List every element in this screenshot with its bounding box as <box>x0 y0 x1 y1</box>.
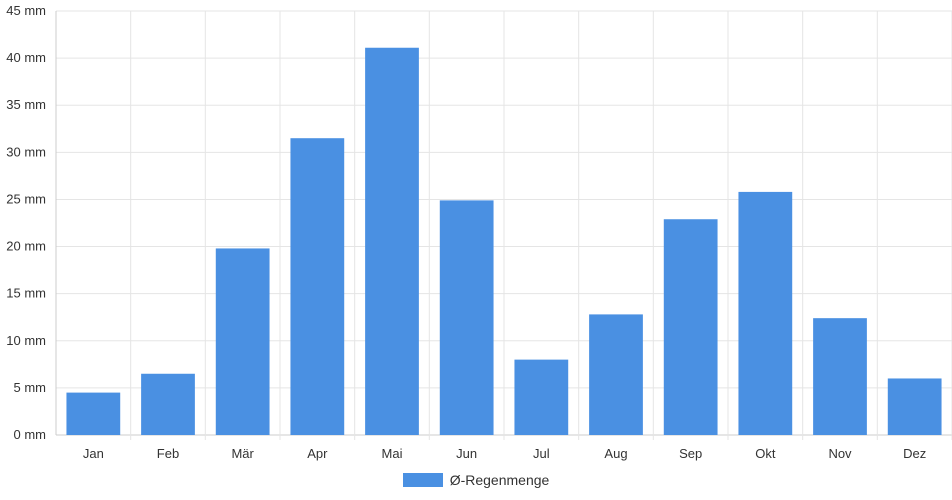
y-axis-ticks: 0 mm 5 mm 10 mm 15 mm 20 mm 25 mm 30 mm 35 mm 40… <box>6 3 46 442</box>
bar[interactable] <box>813 318 867 435</box>
bar[interactable] <box>290 138 345 435</box>
chart-legend[interactable]: Ø-Regenmenge <box>0 472 952 488</box>
x-axis-ticks: Jan Feb Mär Apr Mai Jun Jul Aug Sep Okt Nov Dez <box>83 446 926 461</box>
y-tick-label: 35 mm <box>6 97 46 112</box>
y-tick-label: 30 mm <box>6 144 46 159</box>
y-tick-label: 45 mm <box>6 3 46 18</box>
x-tick-label: Dez <box>903 446 926 461</box>
x-tick-label: Jul <box>533 446 550 461</box>
bar[interactable] <box>215 248 270 435</box>
legend-swatch <box>402 473 443 487</box>
bar[interactable] <box>663 219 718 435</box>
y-tick-label: 0 mm <box>14 427 47 442</box>
y-tick-label: 15 mm <box>6 286 46 301</box>
x-tick-label: Feb <box>157 446 179 461</box>
bar[interactable] <box>365 47 419 435</box>
x-tick-label: Mai <box>382 446 403 461</box>
x-tick-label: Sep <box>679 446 702 461</box>
y-tick-label: 10 mm <box>6 333 46 348</box>
bar[interactable] <box>887 378 942 435</box>
bar[interactable] <box>514 359 569 435</box>
bar[interactable] <box>141 373 195 435</box>
bar[interactable] <box>66 392 121 435</box>
x-tick-label: Okt <box>755 446 776 461</box>
y-tick-label: 5 mm <box>14 380 47 395</box>
x-tick-label: Mär <box>231 446 254 461</box>
chart-grid <box>55 10 952 440</box>
y-tick-label: 40 mm <box>6 50 46 65</box>
x-tick-label: Aug <box>604 446 627 461</box>
x-tick-label: Jan <box>83 446 104 461</box>
x-tick-label: Jun <box>456 446 477 461</box>
y-tick-label: 25 mm <box>6 191 46 206</box>
bar[interactable] <box>439 200 494 435</box>
bar[interactable] <box>589 314 643 435</box>
x-tick-label: Apr <box>307 446 328 461</box>
bar[interactable] <box>738 191 793 435</box>
chart-bars <box>66 47 942 435</box>
y-tick-label: 20 mm <box>6 239 46 254</box>
x-tick-label: Nov <box>828 446 852 461</box>
rainfall-bar-chart: 0 mm 5 mm 10 mm 15 mm 20 mm 25 mm 30 mm 35 mm 40… <box>6 3 952 461</box>
legend-label: Ø-Regenmenge <box>449 472 550 488</box>
